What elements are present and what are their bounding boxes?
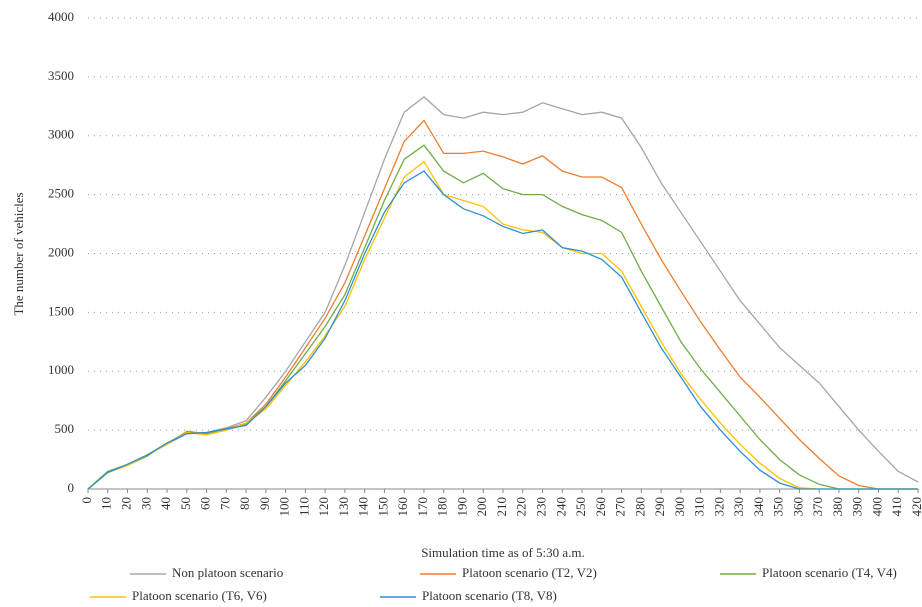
x-tick-label: 390 xyxy=(850,497,865,517)
x-tick-label: 140 xyxy=(356,497,371,517)
legend-label: Non platoon scenario xyxy=(172,565,283,580)
x-tick-label: 220 xyxy=(514,497,529,517)
x-tick-label: 170 xyxy=(415,497,430,517)
x-axis-label: Simulation time as of 5:30 a.m. xyxy=(421,545,585,560)
x-tick-label: 70 xyxy=(217,497,232,510)
x-tick-label: 180 xyxy=(435,497,450,517)
x-tick-label: 240 xyxy=(553,497,568,517)
x-tick-label: 310 xyxy=(692,497,707,517)
y-axis-label: The number of vehicles xyxy=(11,192,26,315)
x-tick-label: 30 xyxy=(138,497,153,510)
x-tick-label: 270 xyxy=(613,497,628,517)
x-tick-label: 290 xyxy=(652,497,667,517)
x-tick-label: 10 xyxy=(99,497,114,510)
series-line xyxy=(87,96,919,490)
x-tick-label: 360 xyxy=(790,497,805,517)
y-tick-label: 1000 xyxy=(48,362,74,377)
x-tick-label: 250 xyxy=(573,497,588,517)
y-tick-label: 3000 xyxy=(48,127,74,142)
x-tick-label: 210 xyxy=(494,497,509,517)
y-tick-label: 3500 xyxy=(48,68,74,83)
x-tick-label: 230 xyxy=(534,497,549,517)
y-tick-label: 2500 xyxy=(48,186,74,201)
x-tick-label: 50 xyxy=(178,497,193,510)
y-tick-label: 500 xyxy=(55,421,75,436)
legend-label: Platoon scenario (T6, V6) xyxy=(132,588,267,603)
x-tick-label: 40 xyxy=(158,497,173,510)
x-tick-label: 130 xyxy=(336,497,351,517)
x-tick-label: 370 xyxy=(810,497,825,517)
x-tick-label: 200 xyxy=(474,497,489,517)
x-tick-label: 0 xyxy=(79,497,94,504)
x-tick-label: 400 xyxy=(869,497,884,517)
x-tick-label: 150 xyxy=(375,497,390,517)
x-tick-label: 100 xyxy=(277,497,292,517)
y-tick-label: 2000 xyxy=(48,244,74,259)
x-tick-label: 280 xyxy=(632,497,647,517)
x-tick-label: 20 xyxy=(119,497,134,510)
x-tick-label: 330 xyxy=(731,497,746,517)
x-tick-label: 190 xyxy=(454,497,469,517)
y-tick-label: 1500 xyxy=(48,303,74,318)
y-tick-label: 0 xyxy=(68,480,75,495)
x-tick-label: 380 xyxy=(830,497,845,517)
series-line xyxy=(87,170,918,490)
legend-label: Platoon scenario (T8, V8) xyxy=(422,588,557,603)
x-tick-label: 260 xyxy=(593,497,608,517)
x-tick-label: 350 xyxy=(771,497,786,517)
x-tick-label: 60 xyxy=(198,497,213,510)
x-tick-label: 340 xyxy=(751,497,766,517)
x-tick-label: 90 xyxy=(257,497,272,510)
legend-label: Platoon scenario (T4, V4) xyxy=(762,565,897,580)
legend-label: Platoon scenario (T2, V2) xyxy=(462,565,597,580)
x-tick-label: 410 xyxy=(889,497,904,517)
y-tick-label: 4000 xyxy=(48,9,74,24)
x-tick-label: 160 xyxy=(395,497,410,517)
series-line xyxy=(87,160,918,490)
x-tick-label: 300 xyxy=(672,497,687,517)
x-tick-label: 320 xyxy=(711,497,726,517)
x-tick-label: 110 xyxy=(296,497,311,516)
x-tick-label: 420 xyxy=(909,497,922,517)
x-tick-label: 80 xyxy=(237,497,252,510)
series-line xyxy=(87,144,918,490)
x-tick-label: 120 xyxy=(316,497,331,517)
